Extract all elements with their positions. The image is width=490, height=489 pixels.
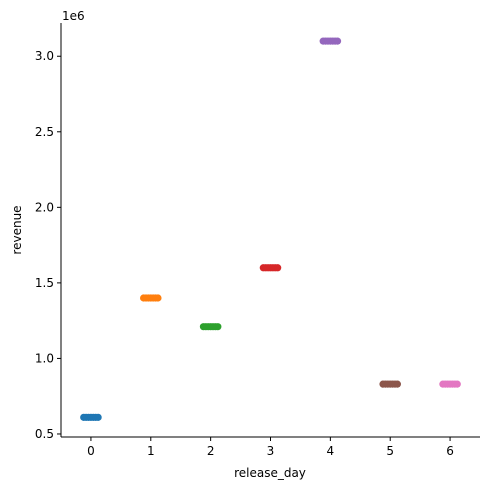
x-tick-label: 3 xyxy=(267,444,275,458)
data-point-cluster xyxy=(199,323,222,331)
x-axis-ticks: 0 1 2 3 4 5 6 xyxy=(87,437,454,458)
data-point xyxy=(333,37,342,45)
data-point xyxy=(94,413,102,421)
y-tick-label: 2.0 xyxy=(35,200,54,214)
data-point xyxy=(453,380,461,388)
y-tick-label: 1.5 xyxy=(35,276,54,290)
x-axis-label: release_day xyxy=(234,466,306,480)
y-axis-offset-label: 1e6 xyxy=(62,9,85,23)
data-point xyxy=(154,294,162,302)
x-tick-label: 5 xyxy=(386,444,394,458)
data-point-cluster xyxy=(140,294,162,302)
data-point-cluster xyxy=(439,380,461,388)
x-tick-label: 0 xyxy=(87,444,95,458)
y-tick-label: 3.0 xyxy=(35,49,54,63)
x-tick-label: 2 xyxy=(207,444,215,458)
x-tick-label: 6 xyxy=(446,444,454,458)
x-tick-label: 1 xyxy=(147,444,155,458)
y-tick-label: 0.5 xyxy=(35,427,54,441)
data-point xyxy=(214,323,222,331)
data-point-cluster xyxy=(379,380,401,388)
x-tick-label: 4 xyxy=(327,444,335,458)
data-point-cluster xyxy=(319,37,342,45)
y-axis-ticks: 0.5 1.0 1.5 2.0 2.5 3.0 xyxy=(35,49,61,441)
y-tick-label: 2.5 xyxy=(35,125,54,139)
y-axis-label: revenue xyxy=(10,205,24,254)
data-point-cluster xyxy=(259,264,282,272)
data-point xyxy=(393,380,401,388)
data-marks xyxy=(80,37,461,421)
data-point-cluster xyxy=(80,413,102,421)
axes xyxy=(60,23,480,438)
y-tick-label: 1.0 xyxy=(35,351,54,365)
data-point xyxy=(274,264,282,272)
